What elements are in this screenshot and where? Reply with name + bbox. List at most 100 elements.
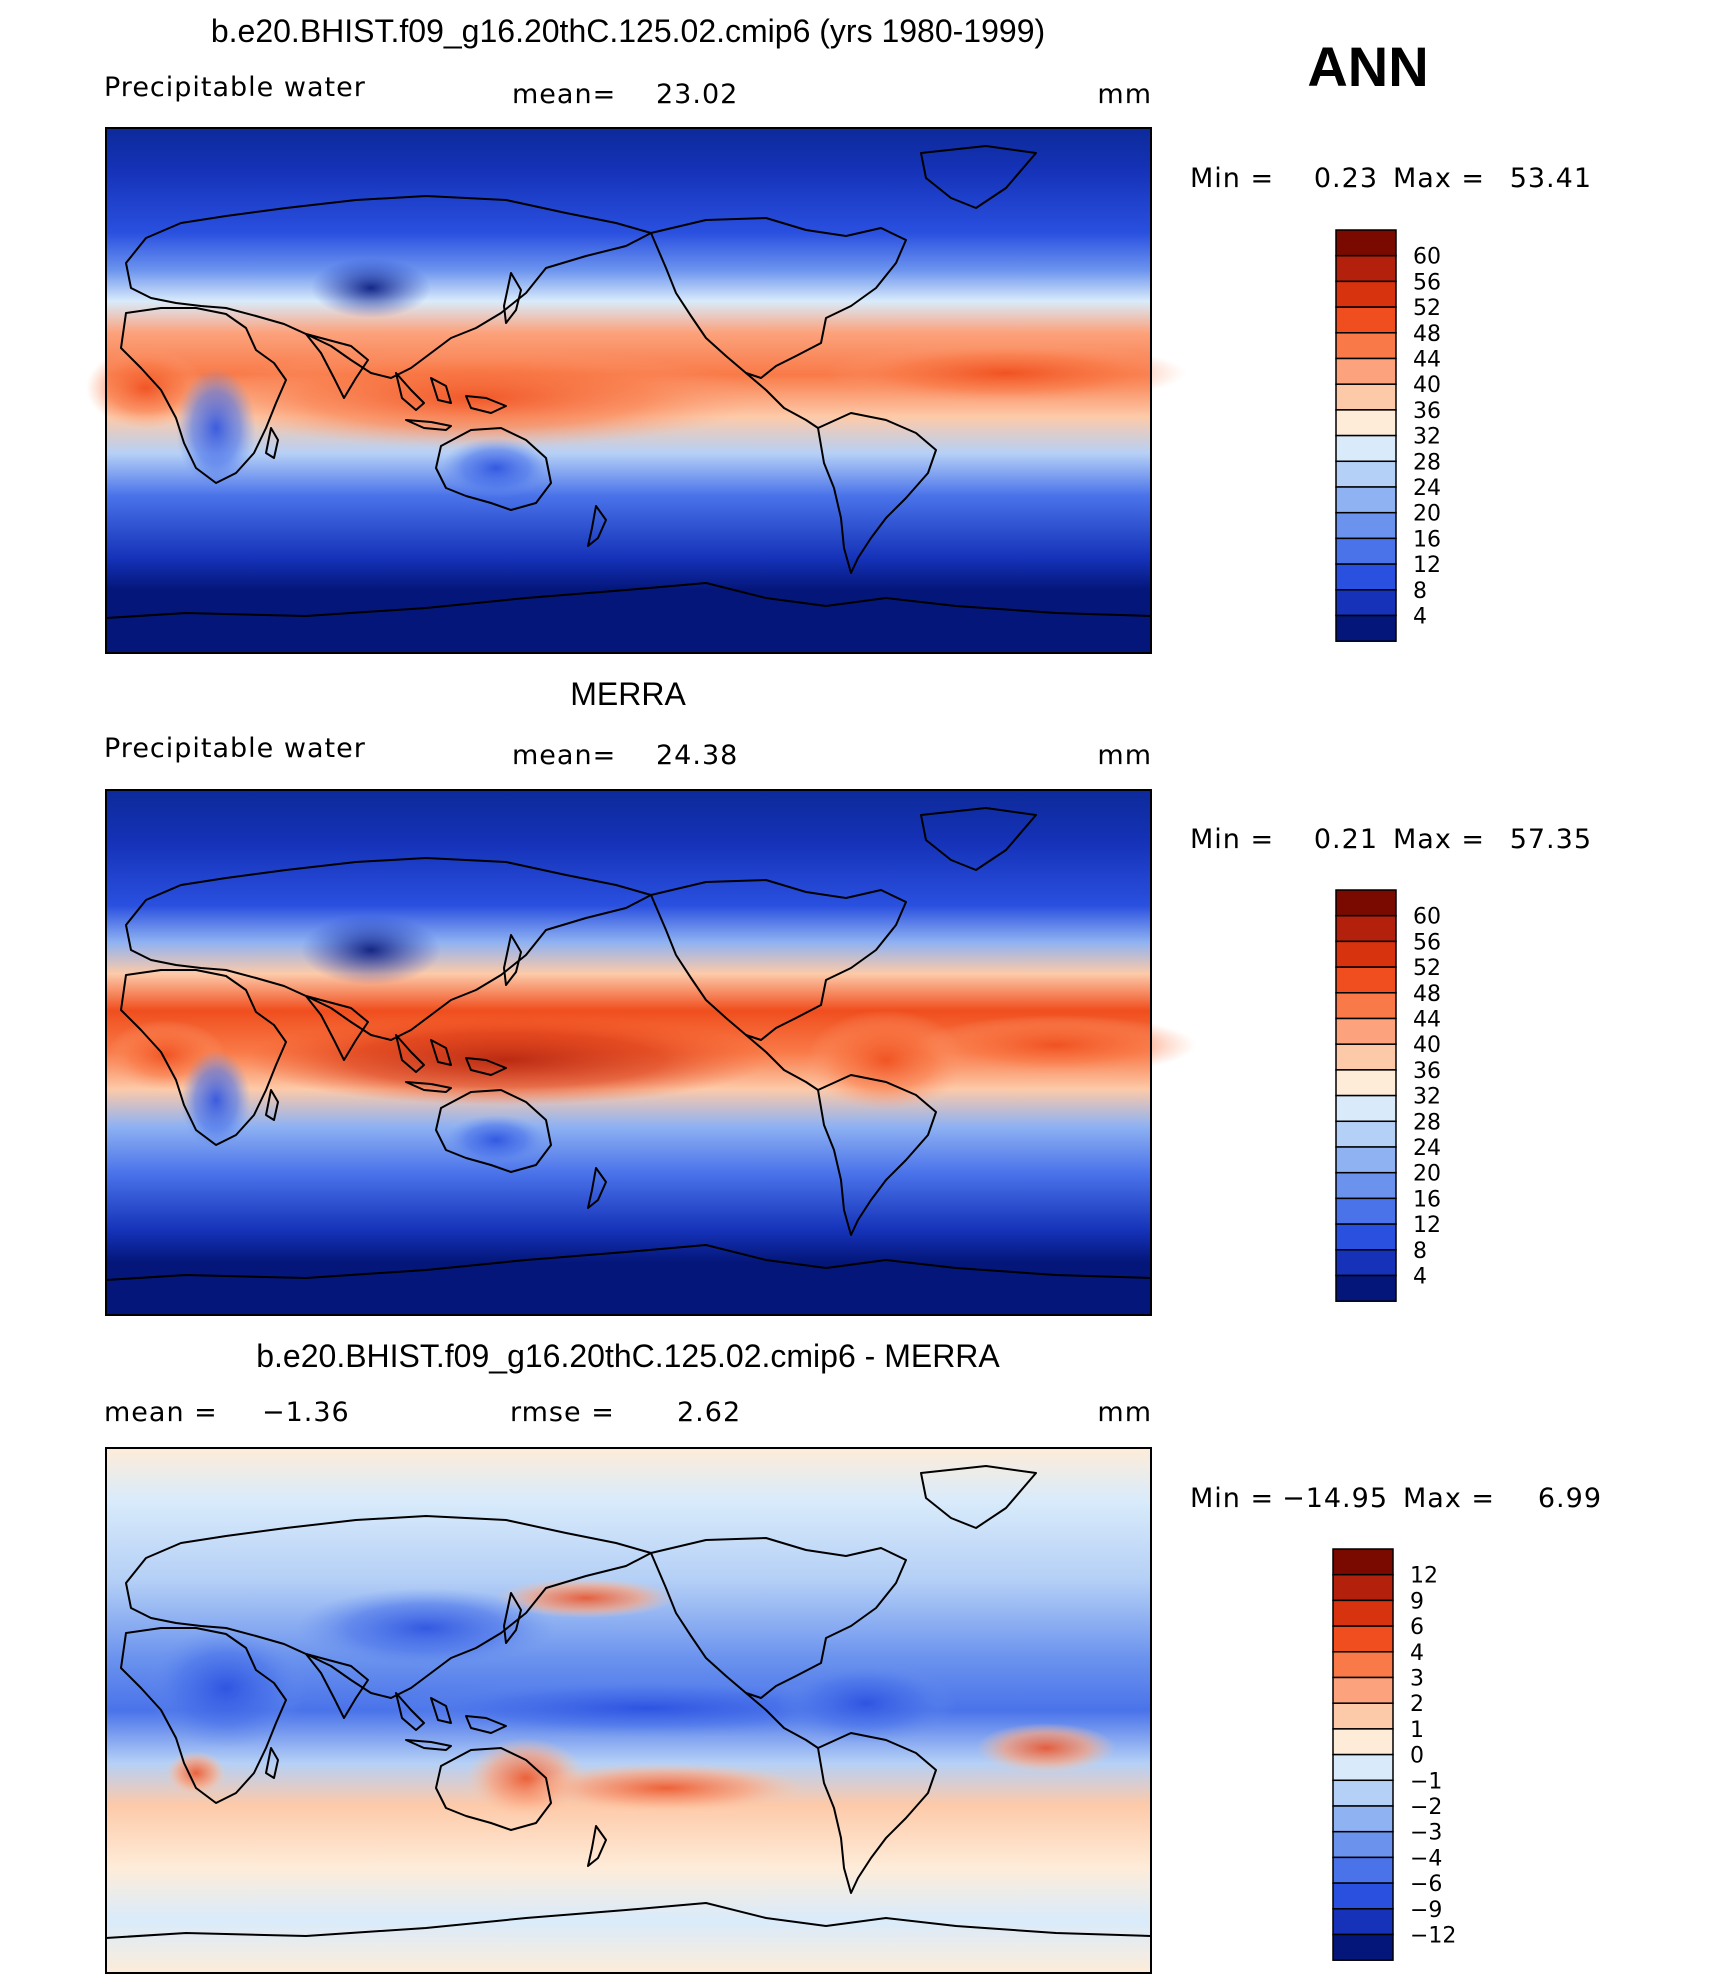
colorbar-swatch — [1335, 1120, 1397, 1148]
colorbar-swatch — [1335, 486, 1397, 514]
max-value: 53.41 — [1510, 163, 1592, 194]
max-label: Max = — [1403, 1483, 1495, 1514]
colorbar-swatch — [1335, 589, 1397, 617]
max-value: 6.99 — [1538, 1483, 1602, 1514]
colorbar-swatch — [1335, 940, 1397, 968]
map-plot — [105, 1447, 1152, 1974]
colorbar-tick-label: −2 — [1410, 1795, 1442, 1820]
panel-left-label: Precipitable water — [104, 733, 366, 764]
colorbar-tick-label: 8 — [1413, 1239, 1427, 1264]
colorbar-tick-label: 3 — [1410, 1667, 1424, 1692]
colorbar-swatch — [1332, 1779, 1394, 1807]
colorbar-swatch — [1335, 434, 1397, 463]
colorbar-tick-label: 52 — [1413, 956, 1441, 981]
colorbar-tick-label: 24 — [1413, 1136, 1441, 1161]
panel-merra: MERRA Precipitable water mean= 24.38 mm … — [104, 676, 1591, 1316]
colorbar-swatch — [1335, 511, 1397, 540]
panel-title: MERRA — [570, 676, 686, 712]
colorbar-swatch — [1332, 1651, 1394, 1679]
colorbar-swatch — [1332, 1856, 1394, 1884]
colorbar-tick-label: 20 — [1413, 1162, 1441, 1187]
min-label: Min = — [1190, 163, 1274, 194]
colorbar-tick-label: 48 — [1413, 322, 1441, 347]
panel-mean-label: mean = — [104, 1397, 218, 1428]
colorbar-swatch — [1335, 966, 1397, 994]
panel-mean-value: 24.38 — [656, 740, 738, 771]
colorbar-swatch — [1335, 563, 1397, 591]
panel-mean-value: 23.02 — [656, 79, 738, 110]
colorbar-tick-label: 32 — [1413, 425, 1441, 450]
panel-mean-value: −1.36 — [262, 1397, 350, 1428]
colorbar-tick-label: 12 — [1410, 1564, 1438, 1589]
colorbar-tick-label: 0 — [1410, 1744, 1424, 1769]
panel-title: b.e20.BHIST.f09_g16.20thC.125.02.cmip6 (… — [211, 13, 1045, 49]
colorbar-swatch — [1335, 383, 1397, 411]
min-value: −14.95 — [1282, 1483, 1388, 1514]
max-label: Max = — [1393, 824, 1485, 855]
colorbar-tick-label: −1 — [1410, 1769, 1442, 1794]
min-label: Min = — [1190, 1483, 1274, 1514]
colorbar-swatch — [1332, 1599, 1394, 1627]
colorbar-swatch — [1335, 914, 1397, 943]
colorbar-tick-label: 8 — [1413, 579, 1427, 604]
panel-units: mm — [1097, 740, 1152, 771]
colorbar-tick-label: −9 — [1410, 1898, 1442, 1923]
panel-model: b.e20.BHIST.f09_g16.20thC.125.02.cmip6 (… — [86, 13, 1592, 654]
min-label: Min = — [1190, 824, 1274, 855]
colorbar-tick-label: 16 — [1413, 1187, 1441, 1212]
season-label: ANN — [1307, 35, 1428, 98]
colorbar-tick-label: −3 — [1410, 1821, 1442, 1846]
colorbar-tick-label: −12 — [1410, 1924, 1456, 1949]
panel-mean-label: mean= — [512, 740, 616, 771]
colorbar-tick-label: 60 — [1413, 245, 1441, 270]
colorbar-tick-label: 2 — [1410, 1692, 1424, 1717]
colorbar-swatch — [1335, 306, 1397, 334]
max-label: Max = — [1393, 163, 1485, 194]
colorbar-tick-label: 12 — [1413, 1213, 1441, 1238]
colorbar-swatch — [1335, 614, 1397, 642]
min-value: 0.21 — [1314, 824, 1378, 855]
colorbar-swatch — [1335, 1223, 1397, 1251]
colorbar-tick-label: 56 — [1413, 270, 1441, 295]
panel-mean-label: mean= — [512, 79, 616, 110]
panel-units: mm — [1097, 79, 1152, 110]
colorbar-swatch — [1332, 1676, 1394, 1704]
colorbar-swatch — [1335, 229, 1397, 257]
colorbar-swatch — [1332, 1753, 1394, 1782]
colorbar-tick-label: 4 — [1413, 1265, 1427, 1290]
colorbar-swatch — [1332, 1805, 1394, 1833]
colorbar-swatch — [1335, 992, 1397, 1020]
colorbar-swatch — [1332, 1702, 1394, 1730]
colorbar-tick-label: 24 — [1413, 476, 1441, 501]
colorbar-tick-label: 4 — [1413, 605, 1427, 630]
colorbar-swatch — [1335, 280, 1397, 308]
colorbar-swatch — [1335, 1069, 1397, 1097]
panel-units: mm — [1097, 1397, 1152, 1428]
panel-left-label: Precipitable water — [104, 72, 366, 103]
panel-difference: b.e20.BHIST.f09_g16.20thC.125.02.cmip6 -… — [104, 1338, 1602, 1974]
colorbar-tick-label: 44 — [1413, 1008, 1441, 1033]
colorbar-swatch — [1332, 1625, 1394, 1653]
colorbar-swatch — [1335, 1043, 1397, 1071]
colorbar-tick-label: 9 — [1410, 1589, 1424, 1614]
colorbar-tick-label: 4 — [1410, 1641, 1424, 1666]
colorbar-tick-label: −6 — [1410, 1872, 1442, 1897]
colorbar-swatch — [1335, 1094, 1397, 1123]
colorbar-swatch — [1332, 1933, 1394, 1961]
map-plot — [86, 127, 1186, 654]
colorbar-swatch — [1332, 1728, 1394, 1756]
colorbar-tick-label: 28 — [1413, 450, 1441, 475]
colorbar-tick-label: 20 — [1413, 502, 1441, 527]
colorbar-swatch — [1335, 1146, 1397, 1174]
colorbar-swatch — [1332, 1548, 1394, 1576]
colorbar-tick-label: 44 — [1413, 348, 1441, 373]
map-plot — [105, 789, 1196, 1316]
colorbar-swatch — [1332, 1908, 1394, 1936]
colorbar-tick-label: 28 — [1413, 1110, 1441, 1135]
colorbar-swatch — [1332, 1830, 1394, 1859]
colorbar-tick-label: 6 — [1410, 1615, 1424, 1640]
